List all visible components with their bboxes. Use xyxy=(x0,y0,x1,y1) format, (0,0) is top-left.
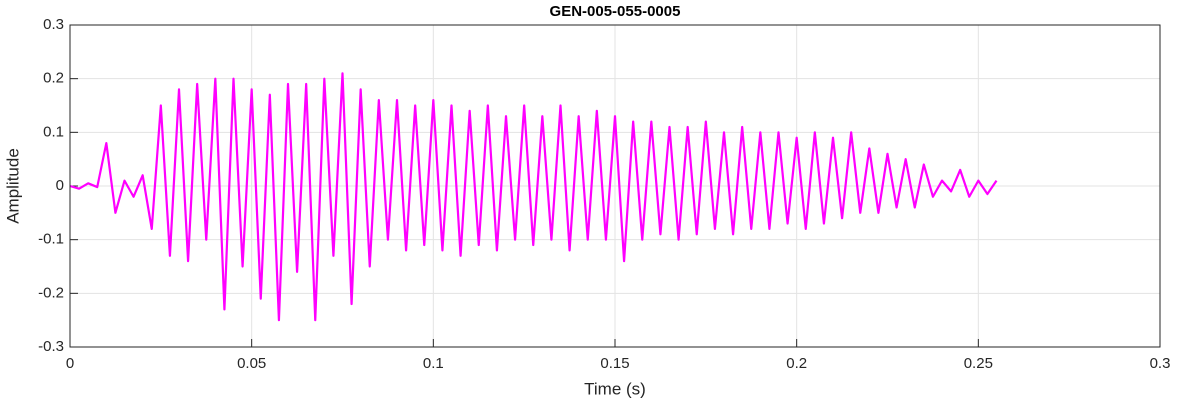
x-tick-label: 0.1 xyxy=(423,355,444,372)
x-tick-label: 0.3 xyxy=(1150,355,1171,372)
y-tick-label: 0 xyxy=(56,177,64,194)
y-axis-label: Amplitude xyxy=(3,148,22,224)
x-tick-label: 0.2 xyxy=(786,355,807,372)
x-axis-label: Time (s) xyxy=(584,379,646,398)
plot-lines xyxy=(69,72,998,322)
waveform-line xyxy=(69,72,998,322)
y-tick-label: -0.3 xyxy=(38,338,64,355)
x-tick-label: 0.25 xyxy=(964,355,993,372)
y-tick-label: 0.2 xyxy=(43,70,64,87)
chart-title: GEN-005-055-0005 xyxy=(550,3,681,20)
x-tick-label: 0 xyxy=(66,355,74,372)
y-tick-label: 0.3 xyxy=(43,16,64,33)
axes-box xyxy=(69,24,1161,348)
y-tick-label: -0.2 xyxy=(38,284,64,301)
x-tick-label: 0.15 xyxy=(600,355,629,372)
y-tick-label: -0.1 xyxy=(38,231,64,248)
x-tick-label: 0.05 xyxy=(237,355,266,372)
y-tick-label: 0.1 xyxy=(43,123,64,140)
